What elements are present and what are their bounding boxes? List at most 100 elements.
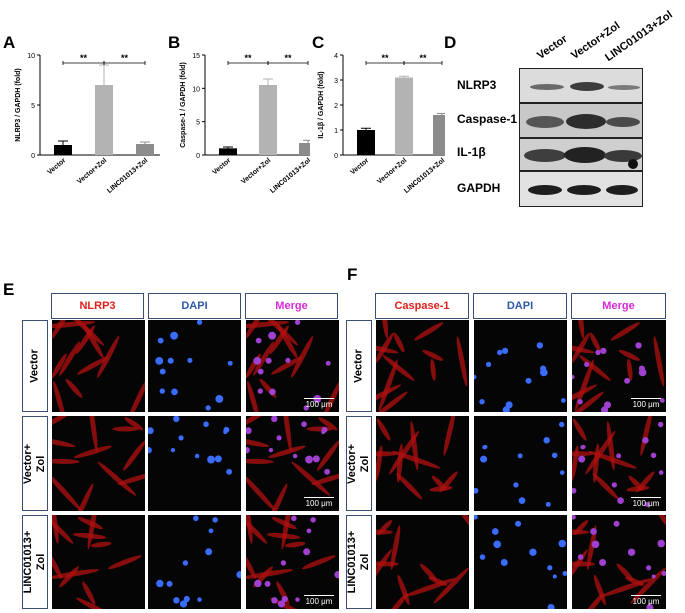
cell-stain [269,325,289,355]
cell-stain [585,430,616,475]
significance-label: ** [284,53,292,63]
y-tick-label: 5 [31,103,35,110]
significance-label: ** [381,53,389,63]
nucleus [193,515,199,522]
nucleus [485,361,492,368]
cell-stain [640,416,653,456]
nucleus [562,571,567,577]
nucleus [515,520,522,527]
cell-stain [117,472,145,485]
nucleus [518,497,526,504]
nucleus [321,426,328,433]
nucleus [324,468,331,475]
scale-bar-line [631,398,661,399]
micrograph-image: 100 μm [246,515,339,609]
scale-bar: 100 μm [304,398,334,409]
panel-letter-c: C [312,33,325,52]
blot-strip-caspase1 [519,103,643,138]
nucleus [306,528,312,534]
y-tick-label: 3 [334,78,338,85]
cell-stain [376,418,391,441]
nucleus [277,600,286,608]
cell-stain [124,417,144,431]
nucleus [578,455,586,463]
nucleus [474,374,477,380]
if-e-header-merge: Merge [245,293,338,319]
nucleus [480,455,488,463]
x-tick-label: Vector [211,157,232,176]
nucleus [253,356,262,365]
nucleus [600,406,609,412]
bar [219,148,237,155]
scale-bar-label: 100 μm [632,400,660,409]
cell-stain [246,438,270,448]
cell-stain [72,532,107,539]
cell-stain [246,515,253,544]
nucleus [166,580,173,587]
micrograph-svg [246,416,339,511]
nucleus [170,331,179,340]
bar [95,85,113,155]
nucleus [271,597,278,604]
cell-stain [382,355,415,381]
panel-letter-b: B [168,33,181,52]
nucleus [572,515,576,520]
nucleus [167,357,174,364]
cell-stain [610,322,640,341]
nucleus [572,374,575,380]
nucleus [291,515,297,522]
scale-bar: 100 μm [304,497,334,508]
cell-stain [52,416,77,429]
nucleus [227,360,233,366]
nucleus [268,331,277,340]
micrograph-image: 100 μm [572,515,666,609]
nucleus [295,597,300,602]
nucleus [479,399,485,405]
nucleus [624,377,631,384]
cell-stain [97,461,137,496]
y-tick-label: 15 [192,53,200,60]
nucleus [580,444,585,450]
cell-stain [271,517,297,530]
nucleus [644,501,650,507]
cell-stain [433,567,469,604]
scale-bar-line [304,398,334,399]
nucleus [536,342,543,349]
nucleus [552,574,557,579]
blot-row-label-il1b: IL-1β [457,145,486,159]
nucleus [482,444,487,450]
y-tick-label: 0 [31,153,35,160]
nucleus [292,453,298,459]
scale-bar-label: 100 μm [632,499,660,508]
cell-stain [592,473,619,500]
nucleus [159,368,166,375]
cell-stain [77,517,103,530]
cell-stain [430,358,436,381]
nucleus [223,426,230,433]
cell-stain [77,356,109,375]
nucleus [493,540,502,549]
nucleus [303,405,309,411]
cell-stain [266,532,301,539]
cell-stain [107,555,142,570]
nucleus [497,349,503,356]
cell-stain [52,552,63,579]
nucleus [301,421,307,428]
nucleus [194,453,200,459]
cell-stain [422,349,444,361]
micrograph-svg [156,515,241,608]
cell-stain [284,541,306,548]
if-f-header-dapi: DAPI [473,293,567,319]
cell-stain [52,569,100,579]
micrograph-svg [376,416,458,500]
if-e-header-nlrp3: NLRP3 [51,293,144,319]
y-axis-label: Caspase-1 / GAPDH (fold) [180,62,187,148]
nucleus [617,497,624,504]
cell-stain [396,473,423,500]
cell-stain [616,563,634,582]
nucleus [281,595,288,603]
significance-label: ** [80,53,88,63]
if-f-header-caspase1: Caspase-1 [375,293,469,319]
scale-bar: 100 μm [631,497,661,508]
nucleus [635,342,642,349]
